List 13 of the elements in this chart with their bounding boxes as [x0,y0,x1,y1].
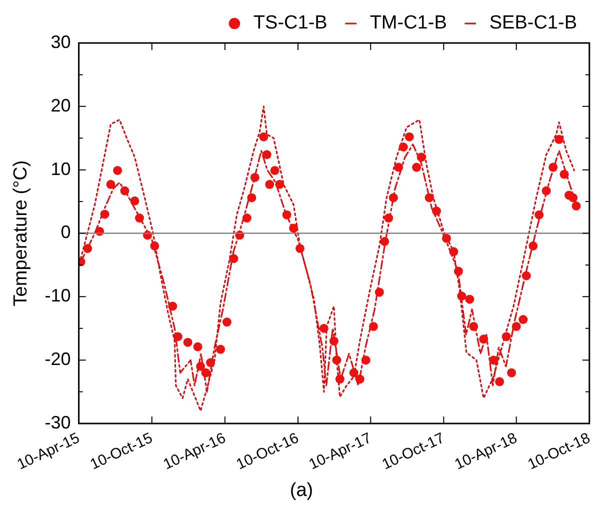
y-tick-label: -30 [44,412,71,432]
y-tick-label: -10 [44,286,71,306]
y-tick-label: 30 [50,32,71,52]
line-series [80,106,576,412]
legend-label: TM-C1-B [370,12,447,34]
y-tick-label: 10 [50,158,71,179]
y-tick-label: 0 [60,222,71,242]
text: (a) [288,480,314,502]
legend-label: SEB-C1-B [489,12,578,34]
y-tick-label: 20 [50,95,71,116]
legend-label: TS-C1-B [253,12,328,34]
y-axis-title: Temperature (°C) [10,160,32,306]
y-tick-label: -20 [44,349,71,370]
